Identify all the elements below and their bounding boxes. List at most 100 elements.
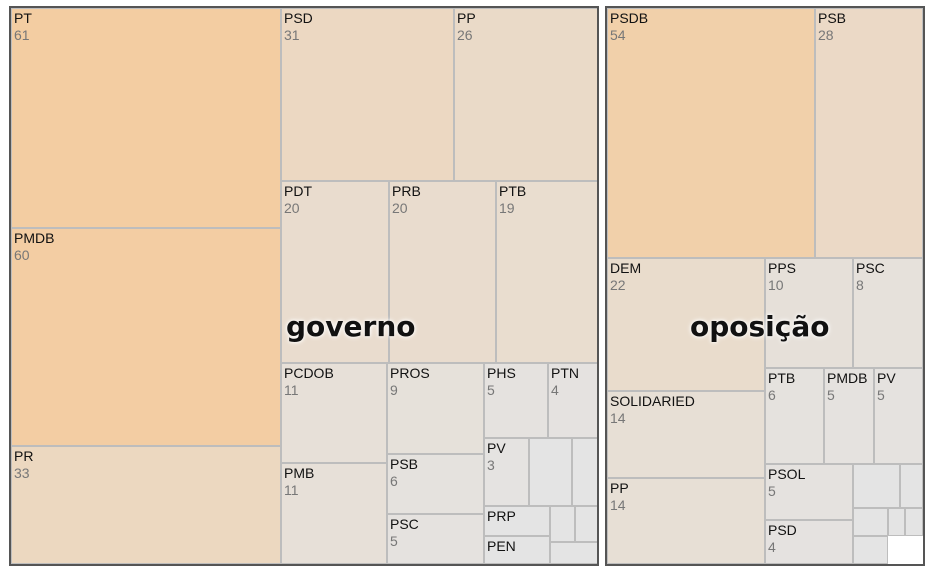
cell-name-label: PSD: [284, 10, 313, 26]
cell-value-label: 20: [392, 200, 408, 216]
cell-name-label: PSDB: [610, 10, 649, 26]
cell-value-label: 9: [390, 382, 398, 398]
cell-name-label: PV: [877, 370, 896, 386]
cell-name-label: PRB: [392, 183, 421, 199]
cell-name-label: PPS: [768, 260, 797, 276]
cell-name-label: PT: [14, 10, 32, 26]
treemap-cell-oposicao-psc: PSC 8: [853, 258, 923, 368]
treemap-panel-governo: PT 61 PMDB 60 PR 33 PSD 31 PP 26 PDT 20 PRB 20 PTB 19 PC…: [9, 6, 599, 566]
treemap-cell-governo-pt: PT 61: [11, 8, 281, 228]
treemap-cell-oposicao-unlabeled-0: [853, 464, 900, 508]
treemap-cell-governo-psb: PSB 6: [387, 454, 484, 514]
treemap-cell-governo-pcdob: PCDOB 11: [281, 363, 387, 463]
treemap-cell-oposicao-pv: PV 5: [874, 368, 923, 464]
cell-value-label: 26: [457, 27, 473, 43]
cell-name-label: SOLIDARIED: [610, 393, 695, 409]
treemap-cell-oposicao-unlabeled-5: [853, 536, 888, 564]
treemap-cell-governo-pros: PROS 9: [387, 363, 484, 454]
cell-name-label: PSC: [856, 260, 885, 276]
treemap-cell-oposicao-psdb: PSDB 54: [607, 8, 815, 258]
treemap-cell-governo-psc: PSC 5: [387, 514, 484, 564]
cell-value-label: 6: [390, 473, 398, 489]
cell-name-label: PEN: [487, 538, 516, 554]
cell-value-label: 61: [14, 27, 30, 43]
treemap-cell-governo-unlabeled-2: [550, 506, 575, 542]
cell-name-label: PSC: [390, 516, 419, 532]
treemap-cell-governo-pv: PV 3: [484, 438, 529, 506]
treemap-cell-governo-psd: PSD 31: [281, 8, 454, 181]
cell-name-label: PRP: [487, 508, 516, 524]
cell-name-label: PTB: [768, 370, 796, 386]
treemap-cell-governo-unlabeled-0: [529, 438, 572, 506]
cell-value-label: 33: [14, 465, 30, 481]
treemap-cell-oposicao-dem: DEM 22: [607, 258, 765, 391]
cell-value-label: 14: [610, 410, 626, 426]
treemap-cell-oposicao-psol: PSOL 5: [765, 464, 853, 520]
cell-name-label: PMDB: [14, 230, 55, 246]
cell-name-label: DEM: [610, 260, 642, 276]
cell-value-label: 31: [284, 27, 300, 43]
treemap-cell-oposicao-psb: PSB 28: [815, 8, 923, 258]
cell-name-label: PHS: [487, 365, 516, 381]
cell-name-label: PMDB: [827, 370, 868, 386]
treemap-cell-governo-pmdb: PMDB 60: [11, 228, 281, 446]
cell-value-label: 8: [856, 277, 864, 293]
cell-value-label: 54: [610, 27, 626, 43]
treemap-panel-oposicao: PSDB 54 PSB 28 DEM 22 PPS 10 PSC 8 SOLIDARIED 14 PP 1…: [605, 6, 925, 566]
cell-name-label: PSB: [390, 456, 419, 472]
cell-value-label: 5: [487, 382, 495, 398]
cell-value-label: 3: [487, 457, 495, 473]
cell-name-label: PP: [610, 480, 629, 496]
treemap-cell-governo-prb: PRB 20: [389, 181, 496, 363]
cell-name-label: PP: [457, 10, 476, 26]
cell-value-label: 11: [284, 482, 299, 498]
cell-name-label: PTB: [499, 183, 527, 199]
cell-value-label: 5: [768, 483, 776, 499]
treemap-cell-oposicao-pmdb: PMDB 5: [824, 368, 874, 464]
cell-name-label: PSB: [818, 10, 847, 26]
cell-name-label: PMB: [284, 465, 315, 481]
cell-value-label: 4: [551, 382, 559, 398]
cell-value-label: 60: [14, 247, 30, 263]
treemap-cell-governo-ptb: PTB 19: [496, 181, 597, 363]
treemap-cell-oposicao-solidaried: SOLIDARIED 14: [607, 391, 765, 478]
cell-value-label: 4: [768, 539, 776, 555]
cell-name-label: PTN: [551, 365, 579, 381]
cell-value-label: 20: [284, 200, 300, 216]
treemap-cell-governo-pr: PR 33: [11, 446, 281, 564]
treemap-cell-governo-pp: PP 26: [454, 8, 597, 181]
treemap-cell-oposicao-unlabeled-4: [905, 508, 923, 536]
treemap-cell-governo-unlabeled-4: [550, 542, 597, 564]
treemap-cell-governo-pen: PEN: [484, 536, 550, 564]
treemap-cell-oposicao-ptb: PTB 6: [765, 368, 824, 464]
treemap-cell-governo-unlabeled-1: [572, 438, 597, 506]
treemap-cell-oposicao-unlabeled-1: [900, 464, 923, 508]
cell-name-label: PDT: [284, 183, 312, 199]
cell-value-label: 22: [610, 277, 626, 293]
cell-value-label: 28: [818, 27, 834, 43]
cell-name-label: PSD: [768, 522, 797, 538]
cell-name-label: PSOL: [768, 466, 806, 482]
cell-value-label: 6: [768, 387, 776, 403]
cell-value-label: 5: [877, 387, 885, 403]
treemap-cell-oposicao-unlabeled-3: [888, 508, 905, 536]
treemap-cell-governo-pmb: PMB 11: [281, 463, 387, 564]
group-label-oposicao: oposição: [690, 310, 830, 343]
treemap-cell-governo-pdt: PDT 20: [281, 181, 389, 363]
cell-value-label: 14: [610, 497, 626, 513]
group-label-governo: governo: [286, 310, 416, 343]
cell-value-label: 5: [390, 533, 398, 549]
cell-value-label: 5: [827, 387, 835, 403]
treemap-cell-oposicao-unlabeled-2: [853, 508, 888, 536]
treemap-cell-governo-phs: PHS 5: [484, 363, 548, 438]
treemap-cell-oposicao-psd: PSD 4: [765, 520, 853, 564]
cell-name-label: PV: [487, 440, 506, 456]
cell-value-label: 10: [768, 277, 784, 293]
cell-name-label: PCDOB: [284, 365, 334, 381]
treemap-cell-governo-unlabeled-3: [575, 506, 597, 542]
treemap-cell-oposicao-pps: PPS 10: [765, 258, 853, 368]
cell-value-label: 11: [284, 382, 299, 398]
cell-name-label: PROS: [390, 365, 430, 381]
cell-name-label: PR: [14, 448, 34, 464]
treemap-cell-governo-prp: PRP: [484, 506, 550, 536]
